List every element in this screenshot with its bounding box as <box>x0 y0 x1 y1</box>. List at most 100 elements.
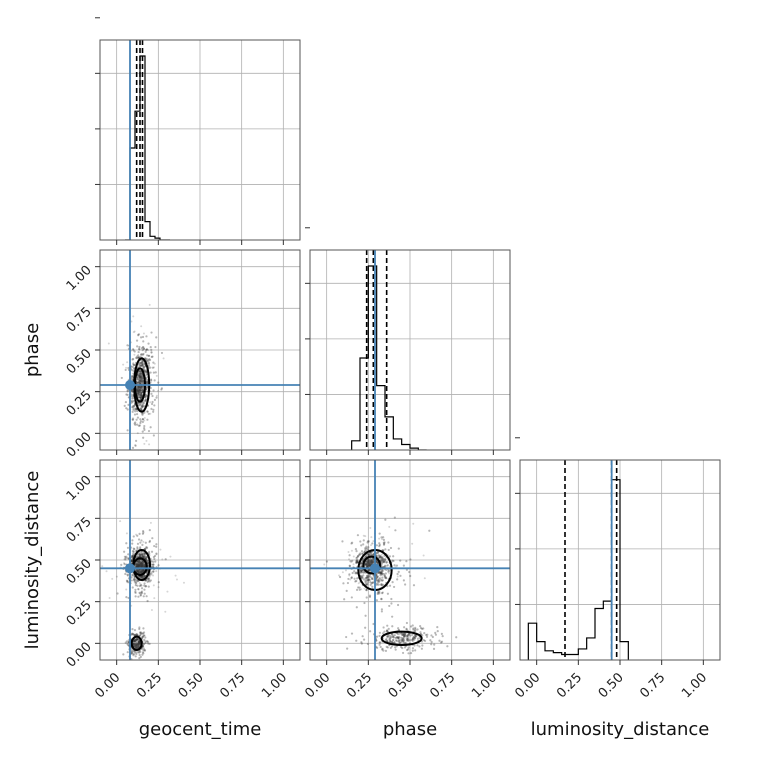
sample-point <box>131 376 134 379</box>
sample-point <box>400 645 403 649</box>
sample-point <box>370 551 373 554</box>
sample-point <box>136 389 139 392</box>
sample-point <box>407 633 410 636</box>
sample-point <box>143 366 146 369</box>
sample-point <box>366 541 369 544</box>
sample-point <box>130 559 133 562</box>
sample-point <box>126 573 129 576</box>
sample-point <box>146 387 149 390</box>
sample-point <box>405 639 408 642</box>
sample-point <box>141 361 144 364</box>
sample-point <box>407 652 410 655</box>
sample-point <box>387 569 391 572</box>
sample-point <box>134 639 137 642</box>
sample-point <box>371 585 374 588</box>
sample-point <box>139 421 142 425</box>
sample-point <box>134 444 137 447</box>
sample-point <box>365 588 368 592</box>
sample-point <box>140 555 144 558</box>
sample-point <box>144 399 147 403</box>
sample-point <box>130 389 133 393</box>
sample-point <box>378 532 381 535</box>
sample-point <box>412 635 415 639</box>
sample-point <box>397 628 400 632</box>
sample-point <box>143 564 146 567</box>
sample-point <box>382 536 385 539</box>
sample-point <box>144 395 148 398</box>
sample-point <box>138 388 141 391</box>
sample-point <box>381 559 384 562</box>
sample-point <box>378 556 382 559</box>
sample-point <box>402 638 406 641</box>
sample-point <box>367 561 370 564</box>
sample-point <box>135 388 139 391</box>
sample-point <box>139 394 142 397</box>
sample-point <box>345 589 348 592</box>
sample-point <box>120 563 123 566</box>
sample-point <box>389 639 392 643</box>
sample-point <box>131 365 134 368</box>
sample-point <box>150 355 153 359</box>
sample-point <box>136 642 140 645</box>
sample-point <box>136 564 139 568</box>
sample-point <box>390 640 393 644</box>
sample-point <box>132 362 135 365</box>
sample-point <box>137 642 141 645</box>
sample-point <box>378 643 381 646</box>
sample-point <box>135 418 138 421</box>
sample-point <box>380 553 383 556</box>
sample-point <box>130 633 133 636</box>
sample-point <box>142 346 145 349</box>
sample-point <box>146 381 149 385</box>
sample-point <box>384 565 387 568</box>
sample-point <box>182 581 185 584</box>
sample-point <box>160 388 163 391</box>
sample-point <box>354 548 358 551</box>
sample-point <box>142 649 145 652</box>
sample-point <box>367 562 371 565</box>
sample-point <box>385 629 389 632</box>
sample-point <box>137 570 140 573</box>
sample-point <box>139 565 142 568</box>
sample-point <box>372 622 375 626</box>
sample-point <box>405 628 408 631</box>
sample-point <box>141 404 144 407</box>
sample-point <box>136 555 139 558</box>
sample-point <box>138 374 141 378</box>
sample-point <box>139 561 142 564</box>
sample-point <box>133 643 136 646</box>
sample-point <box>138 642 142 645</box>
sample-point <box>141 565 144 568</box>
sample-point <box>142 365 145 369</box>
sample-point <box>376 561 379 564</box>
sample-point <box>367 546 370 549</box>
sample-point <box>397 627 400 630</box>
sample-point <box>385 629 389 632</box>
sample-point <box>143 424 146 428</box>
sample-point <box>137 571 141 574</box>
sample-point <box>356 555 360 558</box>
sample-point <box>390 640 394 644</box>
sample-point <box>140 379 143 382</box>
sample-point <box>141 555 145 558</box>
sample-point <box>137 587 140 591</box>
sample-point <box>362 638 366 641</box>
sample-point <box>138 626 141 629</box>
sample-point <box>135 569 138 572</box>
sample-point <box>145 357 148 360</box>
sample-point <box>136 554 140 557</box>
sample-point <box>381 647 384 650</box>
sample-point <box>138 532 141 535</box>
sample-point <box>378 580 381 583</box>
sample-point <box>141 632 144 635</box>
sample-point <box>422 639 425 642</box>
sample-point <box>380 582 383 586</box>
sample-point <box>131 550 134 553</box>
sample-point <box>378 543 381 546</box>
sample-point <box>139 375 142 378</box>
sample-point <box>371 559 374 562</box>
sample-point <box>136 565 139 568</box>
sample-point <box>403 634 406 637</box>
sample-point <box>348 564 351 567</box>
sample-point <box>376 575 379 578</box>
